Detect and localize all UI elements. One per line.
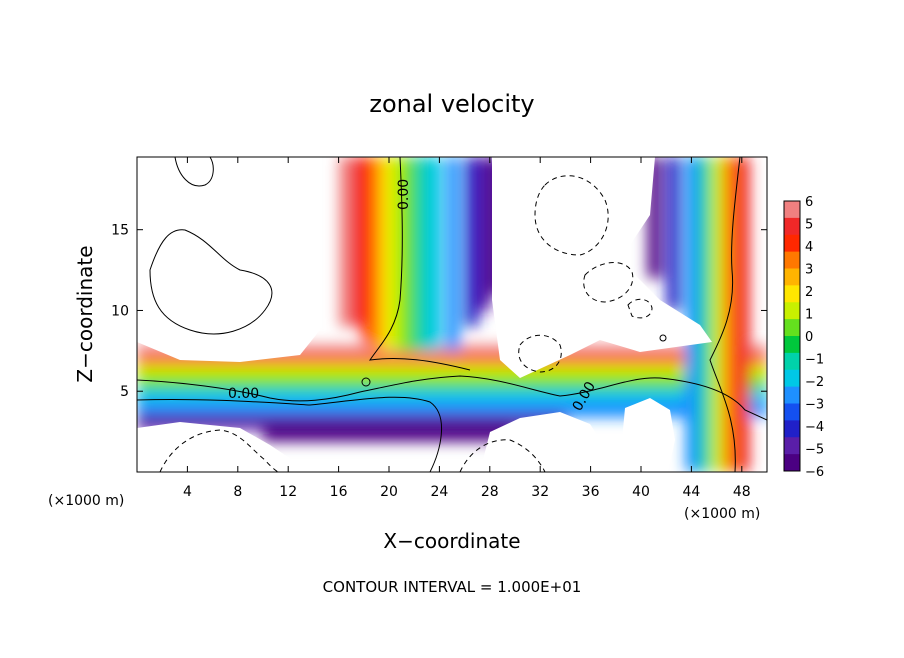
colorbar-tick-label: 0 <box>805 330 813 345</box>
colorbar-frame <box>783 200 801 472</box>
y-tick-label: 10 <box>111 303 129 319</box>
band-18 <box>723 157 738 472</box>
colorbar-tick-label: 4 <box>805 240 813 255</box>
colorbar-swatch <box>784 285 800 303</box>
colorbar-swatch <box>784 234 800 253</box>
dashed-contour-bottom-left <box>159 429 279 472</box>
contour-right <box>709 157 741 472</box>
colorbar-swatch <box>784 454 800 472</box>
x-tick-label: 36 <box>582 484 600 500</box>
colorbar: 6 5 4 3 2 1 0 −1 −2 −3 −4 −5 −6 <box>783 195 824 480</box>
dashed-contour-bottom-center <box>459 439 546 472</box>
x-tick-label: 32 <box>531 484 549 500</box>
band-15 <box>685 157 700 472</box>
x-unit-right: (×1000 m) <box>684 506 760 522</box>
band-16 <box>698 157 712 472</box>
colorbar-swatch <box>784 336 800 354</box>
colorbar-swatch <box>784 352 800 371</box>
contour-zero-upper <box>368 157 471 371</box>
x-tick-label: 8 <box>233 484 242 500</box>
band-0 <box>338 157 353 327</box>
velocity-field-layer <box>137 157 767 472</box>
plot-frame <box>136 156 768 473</box>
x-tick-label: 44 <box>682 484 700 500</box>
contour-zero-main <box>137 375 767 421</box>
contour-right-small <box>659 334 667 342</box>
dashed-contour-lower <box>518 334 562 373</box>
x-axis: 4 8 12 16 20 24 28 32 36 40 44 48 <box>183 157 751 500</box>
colorbar-swatch <box>784 437 800 455</box>
y-axis-label: Z−coordinate <box>73 245 97 382</box>
y-tick-label: 5 <box>120 384 129 400</box>
x-axis-label: X−coordinate <box>383 529 520 553</box>
band-9 <box>446 157 460 351</box>
white-region-bottom-center <box>480 412 612 472</box>
colorbar-tick-label: 1 <box>805 308 813 323</box>
colorbar-tick-label: −2 <box>805 375 824 390</box>
colorbar-swatch <box>784 201 800 219</box>
x-tick-label: 16 <box>330 484 348 500</box>
colorbar-tick-label: 5 <box>805 218 813 233</box>
contour-lines <box>137 157 767 472</box>
dashed-contour-small <box>627 298 653 319</box>
contour-left-blob <box>149 229 273 335</box>
white-region-left-upper <box>137 157 320 362</box>
colorbar-swatch <box>784 403 800 421</box>
colorbar-tick-label: −1 <box>805 353 824 368</box>
contour-lower <box>137 396 443 472</box>
x-unit-left: (×1000 m) <box>48 493 124 509</box>
colorbar-tick-label: −5 <box>805 443 824 458</box>
y-axis: 5 10 15 <box>111 223 767 400</box>
colorbar-tick-label: 6 <box>805 195 813 210</box>
contour-topleft-blob <box>174 157 214 187</box>
chart-title: zonal velocity <box>369 90 534 118</box>
x-tick-label: 40 <box>632 484 650 500</box>
band-8 <box>427 157 442 351</box>
contour-interval-note: CONTOUR INTERVAL = 1.000E+01 <box>323 578 582 596</box>
x-tick-label: 28 <box>481 484 499 500</box>
y-tick-label: 15 <box>111 223 129 239</box>
white-region-bottom-right <box>622 398 675 472</box>
colorbar-tick-label: −6 <box>805 465 824 480</box>
layer-7 <box>263 425 515 442</box>
band-19 <box>735 157 750 472</box>
colorbar-swatch <box>784 319 800 337</box>
colorbar-swatch <box>784 302 800 320</box>
plot-field: 0.00 0.00 0.00 <box>137 157 767 472</box>
colorbar-tick-label: 3 <box>805 263 813 278</box>
colorbar-tick-label: −4 <box>805 420 824 435</box>
band-7 <box>414 157 429 351</box>
colorbar-swatch <box>784 268 800 286</box>
colorbar-tick-label: −3 <box>805 398 824 413</box>
contour-label-top: 0.00 <box>396 179 412 210</box>
band-11 <box>477 157 492 311</box>
band-17 <box>710 157 725 472</box>
layer-5 <box>137 401 767 418</box>
contour-label-left: 0.00 <box>228 386 259 402</box>
band-14 <box>666 157 681 311</box>
dashed-contour-top <box>534 175 609 256</box>
colorbar-swatch <box>784 420 800 438</box>
undefined-region-layer <box>137 157 712 472</box>
contour-lines-dashed <box>159 175 653 472</box>
x-tick-label: 12 <box>279 484 297 500</box>
white-region-bottom-left <box>137 422 310 472</box>
band-10 <box>464 157 479 327</box>
x-tick-label: 20 <box>380 484 398 500</box>
colorbar-tick-label: 2 <box>805 285 813 300</box>
colorbar-swatch <box>784 217 800 236</box>
white-region-center <box>492 157 712 378</box>
colorbar-swatch <box>784 369 800 388</box>
x-tick-label: 4 <box>183 484 192 500</box>
x-tick-label: 48 <box>733 484 751 500</box>
colorbar-swatch <box>784 251 800 269</box>
contour-small-circle <box>361 377 371 387</box>
colorbar-swatch <box>784 386 800 404</box>
dashed-contour-mid <box>583 262 634 303</box>
band-6 <box>401 157 416 351</box>
x-tick-label: 24 <box>430 484 448 500</box>
